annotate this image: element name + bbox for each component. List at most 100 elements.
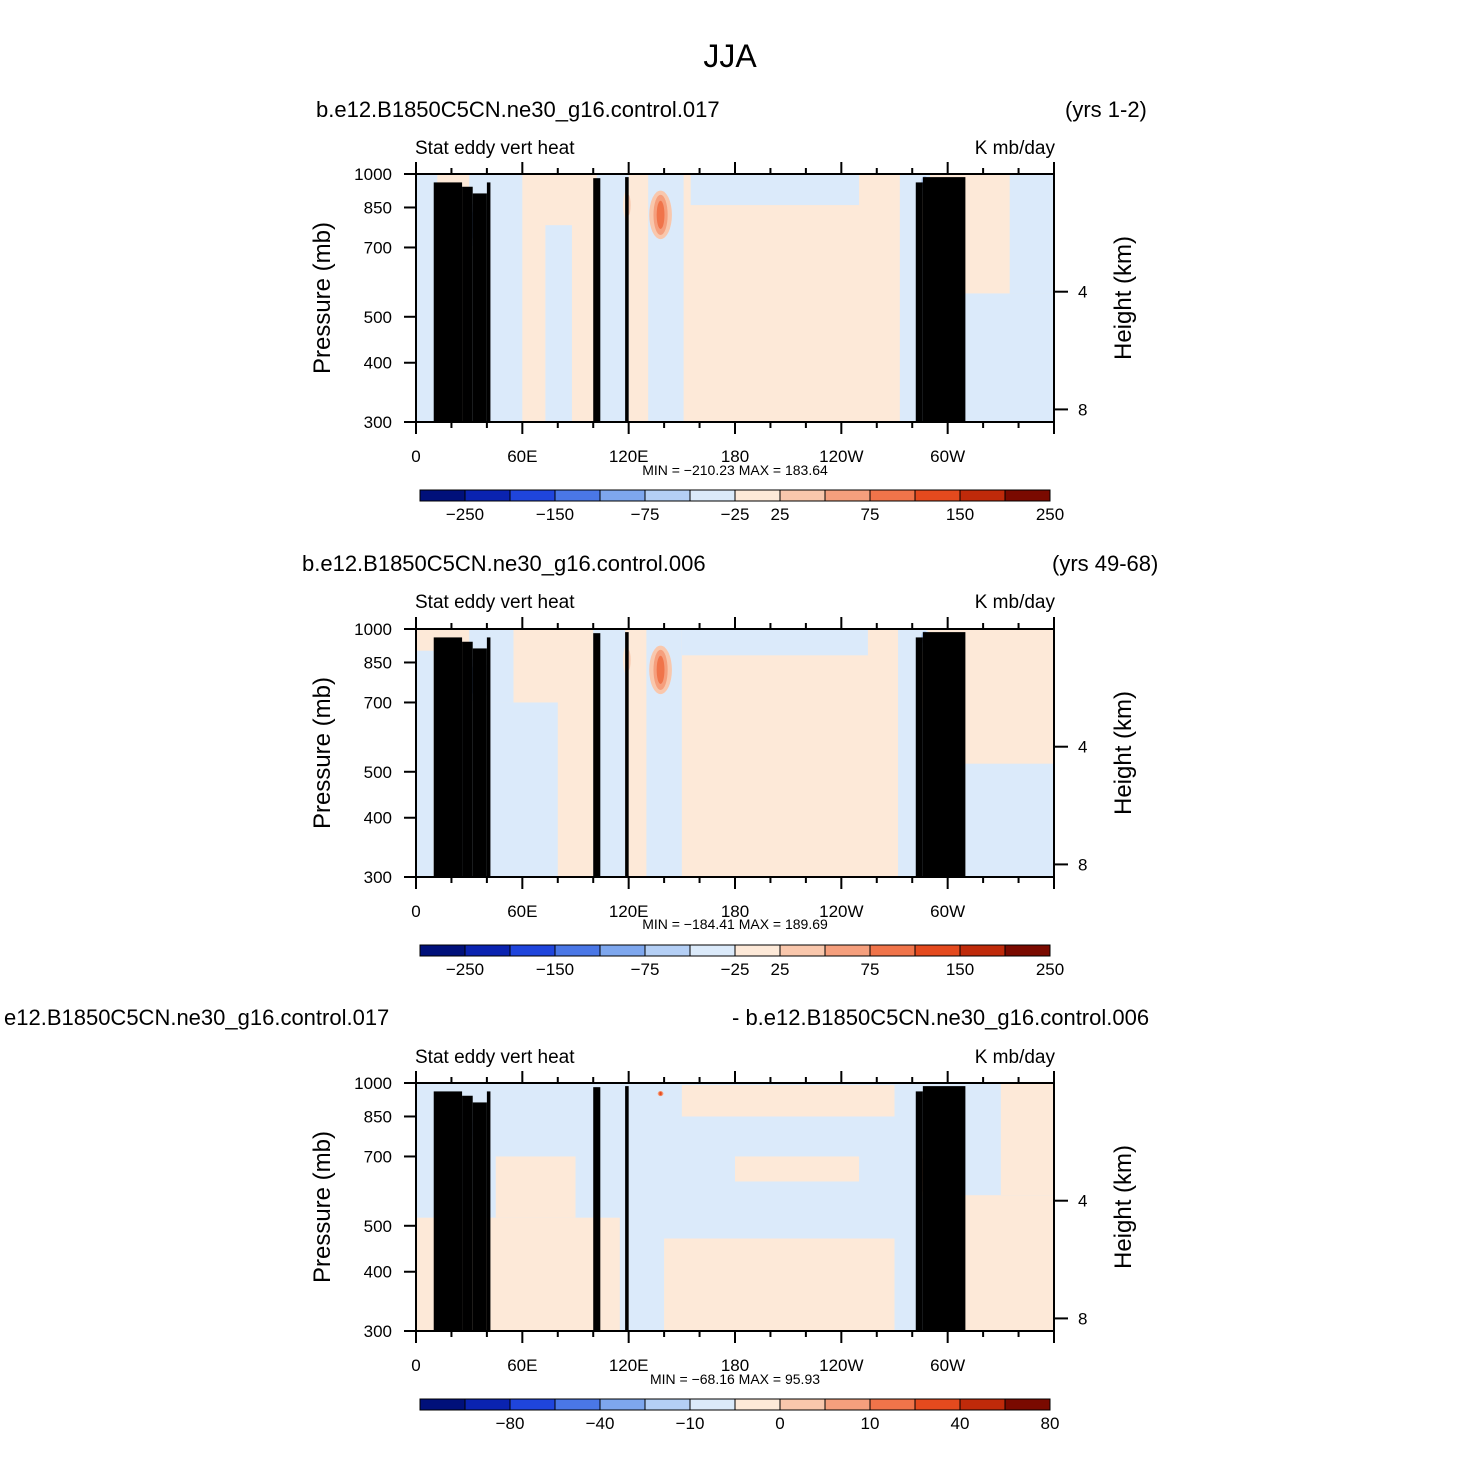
panel-1-colorbar-swatch <box>824 489 871 502</box>
panel-1-y-tick-label: 700 <box>364 238 392 257</box>
panel-3-colorbar-label: 80 <box>1041 1414 1060 1433</box>
panel-1-y-tick-label: 500 <box>364 308 392 327</box>
panel-3-y-right-axis-label: Height (km) <box>1110 1145 1137 1269</box>
panel-1-topography-mask <box>462 186 473 422</box>
panel-3-colorbar-swatch <box>689 1398 736 1411</box>
panel-3-y-right-tick-label: 4 <box>1078 1192 1087 1211</box>
panel-2-y-tick-label: 1000 <box>354 620 392 639</box>
panel-2-colorbar-swatch <box>644 944 691 957</box>
panel-3-colorbar-swatch <box>644 1398 691 1411</box>
panel-3-min-max: MIN = −68.16 MAX = 95.93 <box>650 1371 820 1387</box>
panel-2-y-tick-label: 300 <box>364 868 392 887</box>
panel-1-y-axis-label: Pressure (mb) <box>309 222 336 374</box>
panel-3-colorbar-label: −10 <box>676 1414 705 1433</box>
panel-3-colorbar-swatch <box>509 1398 556 1411</box>
panel-3-colorbar-swatch <box>914 1398 961 1411</box>
panel-2-colorbar-label: 25 <box>771 960 790 979</box>
panel-2-x-tick-label: 120E <box>609 902 649 921</box>
panel-1-x-tick-label: 0 <box>411 447 420 466</box>
panel-2-y-tick-label: 500 <box>364 763 392 782</box>
panel-3-y-tick-label: 700 <box>364 1147 392 1166</box>
panel-3: e12.B1850C5CN.ne30_g16.control.017 - b.e… <box>4 1005 1149 1433</box>
panel-2-case-label: b.e12.B1850C5CN.ne30_g16.control.006 <box>302 551 706 576</box>
panel-1-colorbar-label: −150 <box>536 505 574 524</box>
panel-1-x-tick-label: 120E <box>609 447 649 466</box>
panel-3-contour-field <box>416 1083 1054 1331</box>
panel-1-colorbar-swatch <box>464 489 511 502</box>
panel-3-x-tick-label: 120E <box>609 1356 649 1375</box>
panel-1-topography-mask <box>625 177 629 422</box>
panel-3-topography-mask <box>486 1091 491 1331</box>
panel-1-colorbar-label: 250 <box>1036 505 1064 524</box>
panel-3-x-tick-label: 0 <box>411 1356 420 1375</box>
panel-1-colorbar-swatch <box>959 489 1006 502</box>
panel-2-colorbar-label: −25 <box>721 960 750 979</box>
panel-2-topography-mask <box>625 632 629 877</box>
panel-1-colorbar-swatch <box>734 489 781 502</box>
panel-3-colorbar: −80 −40 −10 0 10 40 80 <box>419 1398 1060 1433</box>
panel-3-y-axis-label: Pressure (mb) <box>309 1131 336 1283</box>
panel-1-colorbar-label: 75 <box>861 505 880 524</box>
panel-3-diff-label: - b.e12.B1850C5CN.ne30_g16.control.006 <box>732 1005 1149 1030</box>
panel-1-colorbar-swatch <box>779 489 826 502</box>
panel-2-colorbar-swatch <box>734 944 781 957</box>
panel-1-colorbar-swatch <box>644 489 691 502</box>
panel-2-colorbar-swatch <box>689 944 736 957</box>
panel-2-colorbar: −250 −150 −75 −25 25 75 150 250 <box>419 944 1064 979</box>
panel-1-colorbar-swatch <box>1004 489 1051 502</box>
panel-2-colorbar-label: −75 <box>631 960 660 979</box>
panel-3-contour-core <box>659 1092 662 1096</box>
panel-2-contour-core <box>656 655 665 684</box>
panel-3-units: K mb/day <box>975 1047 1056 1068</box>
panel-1-colorbar-swatch <box>914 489 961 502</box>
panel-1-topography-mask <box>472 193 487 422</box>
panel-1-y-right-tick-label: 8 <box>1078 400 1087 419</box>
panel-3-colorbar-label: −80 <box>496 1414 525 1433</box>
panel-2-y-tick-label: 850 <box>364 653 392 672</box>
panel-3-plot-title: Stat eddy vert heat <box>415 1047 575 1068</box>
panel-1-contour-region <box>960 293 1054 422</box>
panel-3-colorbar-swatch <box>419 1398 466 1411</box>
panel-2-y-right-tick-label: 4 <box>1078 738 1087 757</box>
panel-2-topography-mask <box>486 637 491 877</box>
panel-2-topography-mask <box>922 632 966 877</box>
panel-1-colorbar-label: 25 <box>771 505 790 524</box>
panel-1-years-label: (yrs 1-2) <box>1065 97 1147 122</box>
panel-1-colorbar-swatch <box>599 489 646 502</box>
panel-3-contour-region <box>1000 1083 1054 1196</box>
panel-3-contour-region <box>735 1156 860 1182</box>
panel-2-colorbar-swatch <box>509 944 556 957</box>
panel-3-colorbar-label: −40 <box>586 1414 615 1433</box>
panel-1-units: K mb/day <box>975 138 1056 159</box>
panel-3-colorbar-swatch <box>1004 1398 1051 1411</box>
panel-3-colorbar-swatch <box>869 1398 916 1411</box>
panel-3-y-right-tick-label: 8 <box>1078 1309 1087 1328</box>
panel-1-topography-mask <box>486 182 491 422</box>
panel-2-topography-mask <box>915 637 923 877</box>
panel-1-topography-mask <box>922 177 966 422</box>
panel-2-topography-mask <box>593 633 601 877</box>
panel-2-colorbar-swatch <box>599 944 646 957</box>
panel-2-min-max: MIN = −184.41 MAX = 189.69 <box>642 916 828 932</box>
panel-3-topography-mask <box>922 1086 966 1331</box>
panel-2: b.e12.B1850C5CN.ne30_g16.control.006 (yr… <box>302 551 1158 979</box>
panel-2-contour-region <box>965 763 1054 877</box>
panel-1-colorbar-swatch <box>869 489 916 502</box>
panel-1-topography-mask <box>915 182 923 422</box>
panel-2-colorbar-label: −250 <box>446 960 484 979</box>
panel-3-colorbar-swatch <box>824 1398 871 1411</box>
panel-1-topography-mask <box>593 178 601 422</box>
panel-2-colorbar-swatch <box>914 944 961 957</box>
panel-3-colorbar-swatch <box>554 1398 601 1411</box>
panel-1-x-tick-label: 60W <box>930 447 965 466</box>
panel-2-contour-region <box>416 650 434 877</box>
panel-1-colorbar-label: −75 <box>631 505 660 524</box>
panel-2-x-tick-label: 120W <box>819 902 863 921</box>
panel-1-colorbar-swatch <box>419 489 466 502</box>
panel-3-case-label: e12.B1850C5CN.ne30_g16.control.017 <box>4 1005 389 1030</box>
panel-3-x-tick-label: 180 <box>721 1356 749 1375</box>
panel-3-topography-mask <box>462 1095 473 1331</box>
panel-2-units: K mb/day <box>975 592 1056 613</box>
panel-3-topography-mask <box>915 1091 923 1331</box>
